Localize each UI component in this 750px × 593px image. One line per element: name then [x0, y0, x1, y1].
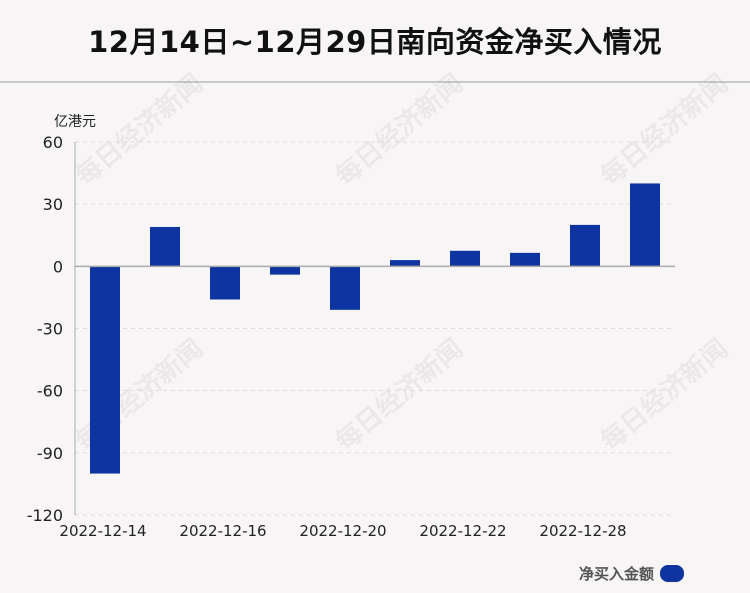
legend-swatch-icon — [660, 565, 684, 582]
y-tick-label: -90 — [37, 444, 63, 463]
x-tick-label: 2022-12-14 — [59, 522, 146, 540]
bar — [630, 183, 660, 267]
bar — [330, 266, 360, 310]
y-tick-label: -30 — [37, 320, 63, 339]
y-axis-label: 亿港元 — [54, 114, 96, 130]
chart-title: 12月14日~12月29日南向资金净买入情况 — [88, 25, 662, 59]
bar — [270, 266, 300, 275]
y-tick-label: 0 — [53, 257, 63, 276]
x-tick-label: 2022-12-16 — [179, 522, 266, 540]
y-tick-label: -120 — [27, 506, 63, 525]
bar — [510, 252, 540, 267]
grid-lines — [75, 141, 675, 516]
x-tick-labels: 2022-12-14 2022-12-16 2022-12-20 2022-12-22… — [59, 522, 626, 540]
x-tick-label: 2022-12-28 — [539, 522, 626, 540]
title-divider — [0, 81, 750, 83]
bars — [90, 183, 660, 474]
y-tick-label: -60 — [37, 382, 63, 401]
axes — [74, 142, 675, 515]
bar — [90, 266, 120, 474]
legend-label: 净买入金额 — [578, 565, 654, 583]
y-tick-label: 60 — [43, 133, 63, 152]
bar — [210, 266, 240, 300]
bar — [390, 260, 420, 267]
bar — [570, 224, 600, 267]
y-tick-labels: 60 30 0 -30 -60 -90 -120 — [27, 133, 63, 525]
legend: 净买入金额 — [579, 563, 684, 584]
y-tick-label: 30 — [43, 195, 63, 214]
bar — [150, 226, 180, 267]
x-tick-label: 2022-12-22 — [419, 522, 506, 540]
bar — [450, 250, 480, 267]
x-tick-label: 2022-12-20 — [299, 522, 386, 540]
